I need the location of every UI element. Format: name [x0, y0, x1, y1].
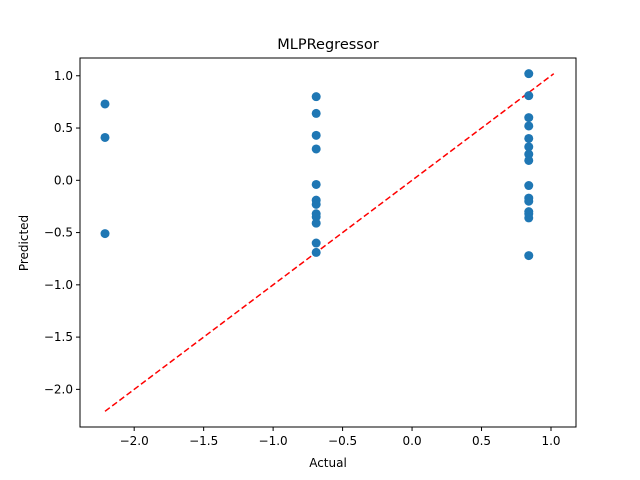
data-point — [311, 212, 321, 222]
y-axis: −2.0 −1.5 −1.0 −0.5 0.0 0.5 1.0 — [44, 69, 80, 396]
y-tick-label: −1.0 — [44, 278, 73, 292]
data-point — [524, 196, 534, 206]
points-layer — [100, 69, 534, 261]
data-point — [100, 99, 110, 109]
x-tick-label: 1.0 — [541, 434, 560, 448]
data-point — [524, 113, 534, 123]
y-tick-label: 0.0 — [54, 173, 73, 187]
x-tick-label: −2.0 — [120, 434, 149, 448]
data-point — [311, 108, 321, 118]
x-tick-label: 0.0 — [403, 434, 422, 448]
data-point — [100, 229, 110, 239]
data-point — [311, 238, 321, 248]
reference-line — [104, 73, 555, 412]
data-point — [524, 149, 534, 159]
x-tick-label: −1.0 — [259, 434, 288, 448]
data-point — [311, 218, 321, 228]
y-tick-label: −2.0 — [44, 382, 73, 396]
data-point — [524, 155, 534, 165]
data-point — [311, 179, 321, 189]
x-axis: −2.0 −1.5 −1.0 −0.5 0.0 0.5 1.0 — [120, 427, 561, 448]
data-point — [311, 199, 321, 209]
x-tick-label: −0.5 — [328, 434, 357, 448]
x-tick-label: −1.5 — [189, 434, 218, 448]
y-axis-label: Predicted — [17, 215, 31, 271]
data-point — [524, 91, 534, 101]
x-axis-label: Actual — [309, 456, 347, 470]
data-point — [311, 247, 321, 257]
chart-title: MLPRegressor — [277, 37, 378, 53]
y-tick-label: −1.5 — [44, 330, 73, 344]
axes-frame — [79, 57, 577, 428]
y-tick-label: −0.5 — [44, 226, 73, 240]
reference-line-layer — [104, 73, 555, 412]
data-point — [100, 132, 110, 142]
data-point — [311, 144, 321, 154]
data-point — [524, 181, 534, 191]
data-point — [524, 69, 534, 79]
data-point — [311, 92, 321, 102]
y-tick-label: 0.5 — [54, 121, 73, 135]
data-point — [524, 251, 534, 261]
plot-area — [79, 57, 577, 428]
y-tick-label: 1.0 — [54, 69, 73, 83]
data-point — [524, 121, 534, 131]
data-point — [311, 130, 321, 140]
data-point — [524, 133, 534, 143]
data-point — [524, 213, 534, 223]
x-tick-label: 0.5 — [472, 434, 491, 448]
data-point — [524, 142, 534, 152]
